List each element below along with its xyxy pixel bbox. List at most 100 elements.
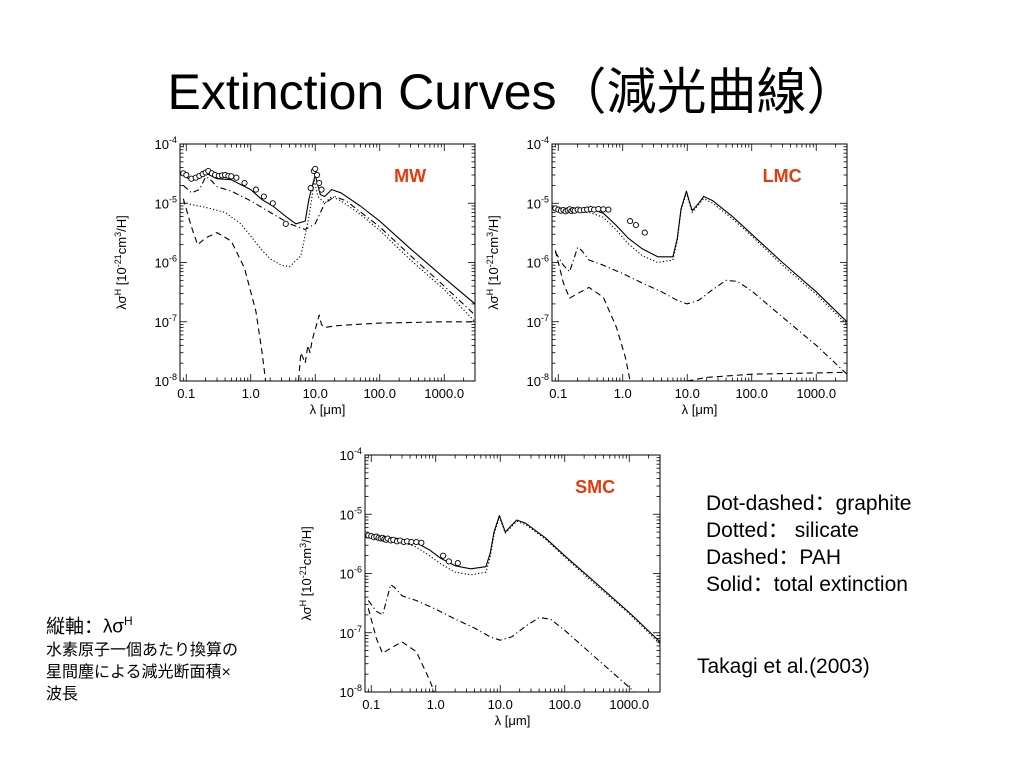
mw-x-tick-label: 1000.0 — [424, 386, 464, 401]
note-heading-sup: H — [123, 614, 133, 628]
smc-x-tick-label: 0.1 — [362, 697, 380, 712]
mw-y-tick-label: 10-5 — [155, 194, 177, 211]
lmc-y-tick-label: 10-7 — [527, 313, 549, 330]
lmc-data-point — [641, 229, 648, 236]
lmc-data-point — [595, 205, 602, 213]
lmc-data-point — [605, 206, 612, 213]
mw-y-tick-label: 10-6 — [155, 254, 177, 271]
mw-x-tick-label: 1.0 — [242, 386, 260, 401]
lmc-pah-line — [687, 371, 847, 381]
mw-data-point — [282, 220, 289, 227]
note-line-1: 水素原子一個あたり換算の — [46, 642, 239, 660]
mw-pah-line — [182, 198, 267, 381]
smc-data-point — [440, 552, 447, 559]
smc-observed-points — [365, 532, 461, 567]
smc-ticks — [364, 455, 661, 693]
legend-pah: Dashed：PAH — [706, 546, 842, 569]
smc-data-point — [413, 538, 420, 546]
lmc-x-tick-label: 1.0 — [614, 386, 632, 401]
mw-x-tick-label: 100.0 — [363, 386, 396, 401]
mw-data-point — [260, 193, 267, 200]
mw-data-point — [314, 171, 321, 179]
legend-silicate: Dotted： silicate — [706, 519, 859, 542]
mw-y-axis-label: λσH [10-21cm3/H] — [113, 215, 129, 310]
mw-data-point — [252, 186, 259, 193]
smc-pah-line — [367, 608, 435, 692]
smc-y-axis-label: λσH [10-21cm3/H] — [298, 526, 314, 621]
smc-y-tick-label: 10-5 — [340, 505, 362, 522]
lmc-galaxy-label: LMC — [763, 166, 802, 186]
smc-curves — [367, 515, 660, 692]
smc-x-axis-label: λ [μm] — [495, 713, 531, 728]
mw-data-point — [233, 174, 240, 181]
smc-plot-frame — [364, 454, 661, 693]
lmc-plot-frame — [551, 143, 848, 382]
mw-x-tick-label: 0.1 — [177, 386, 195, 401]
lmc-y-tick-label: 10-8 — [527, 372, 549, 389]
smc-x-tick-label: 1.0 — [427, 697, 445, 712]
lmc-data-point — [632, 221, 639, 229]
lmc-y-tick-label: 10-6 — [527, 254, 549, 271]
legend-total: Solid：total extinction — [706, 573, 908, 596]
mw-data-point — [183, 171, 190, 179]
axis-note: 縦軸：λσH 水素原子一個あたり換算の 星間塵による減光断面積× 波長 — [46, 608, 238, 706]
chart-panel-mw: 0.1 1.0 10.0 100.0 1000.0 10-8 10-7 10-6 10-5 10-… — [100, 132, 490, 432]
smc-y-tick-label: 10-8 — [340, 683, 362, 700]
chart-mw: 0.1 1.0 10.0 100.0 1000.0 10-8 10-7 10-6 10-5 10-… — [113, 135, 476, 417]
chart-panel-smc: 0.1 1.0 10.0 100.0 1000.0 10-8 10-7 10-6 10-5 10-… — [285, 443, 675, 743]
lmc-y-tick-label: 10-5 — [527, 194, 549, 211]
chart-lmc: 0.1 1.0 10.0 100.0 1000.0 10-8 10-7 10-6 10-5 10-… — [485, 135, 848, 417]
slide-title: Extinction Curves（減光曲線） — [167, 64, 857, 120]
smc-silicate-line — [368, 516, 660, 645]
lmc-y-axis-label: λσH [10-21cm3/H] — [485, 215, 501, 310]
smc-y-tick-label: 10-7 — [340, 624, 362, 641]
lmc-data-point — [600, 206, 607, 213]
lmc-x-tick-label: 10.0 — [675, 386, 700, 401]
mw-y-tick-label: 10-4 — [155, 135, 177, 152]
smc-data-point — [408, 538, 415, 546]
mw-y-tick-label: 10-8 — [155, 372, 177, 389]
smc-x-tick-label: 100.0 — [548, 697, 581, 712]
citation: Takagi et al.(2003) — [697, 655, 870, 678]
smc-data-point — [454, 560, 461, 567]
legend-box: Dot-dashed：graphite Dotted： silicate Das… — [706, 490, 911, 598]
mw-pah-line — [297, 314, 475, 381]
smc-total-line — [368, 515, 660, 643]
mw-data-point — [228, 173, 235, 180]
chart-panel-lmc: 0.1 1.0 10.0 100.0 1000.0 10-8 10-7 10-6 10-5 10-… — [472, 132, 862, 432]
mw-data-point — [307, 185, 314, 192]
lmc-ticks — [551, 144, 848, 382]
smc-y-tick-label: 10-6 — [340, 565, 362, 582]
lmc-x-tick-label: 100.0 — [735, 386, 768, 401]
mw-observed-points — [180, 165, 325, 227]
lmc-curves — [554, 190, 847, 381]
smc-data-point — [445, 558, 452, 565]
mw-graphite-line — [182, 176, 475, 316]
smc-graphite-line — [367, 584, 635, 692]
smc-galaxy-label: SMC — [575, 477, 615, 497]
smc-x-tick-label: 1000.0 — [609, 697, 649, 712]
lmc-y-tick-label: 10-4 — [527, 135, 549, 152]
lmc-x-tick-label: 1000.0 — [796, 386, 836, 401]
smc-x-tick-label: 10.0 — [488, 697, 513, 712]
lmc-x-axis-label: λ [μm] — [682, 402, 718, 417]
lmc-silicate-line — [555, 192, 847, 325]
mw-data-point — [241, 179, 248, 187]
mw-data-point — [316, 179, 323, 187]
chart-smc: 0.1 1.0 10.0 100.0 1000.0 10-8 10-7 10-6 10-5 10-… — [298, 446, 661, 728]
mw-data-point — [318, 186, 325, 193]
mw-x-axis-label: λ [μm] — [310, 402, 346, 417]
smc-data-point — [418, 539, 425, 546]
legend-graphite: Dot-dashed：graphite — [706, 492, 912, 515]
lmc-graphite-line — [554, 246, 847, 375]
mw-data-point — [269, 200, 276, 207]
mw-data-point — [312, 165, 319, 172]
mw-silicate-line — [183, 180, 475, 323]
mw-x-tick-label: 10.0 — [303, 386, 328, 401]
lmc-observed-points — [552, 205, 648, 236]
note-line-3: 波長 — [46, 686, 79, 704]
mw-galaxy-label: MW — [394, 166, 426, 186]
mw-y-tick-label: 10-7 — [155, 313, 177, 330]
lmc-data-point — [627, 218, 634, 225]
lmc-pah-line — [554, 250, 631, 381]
